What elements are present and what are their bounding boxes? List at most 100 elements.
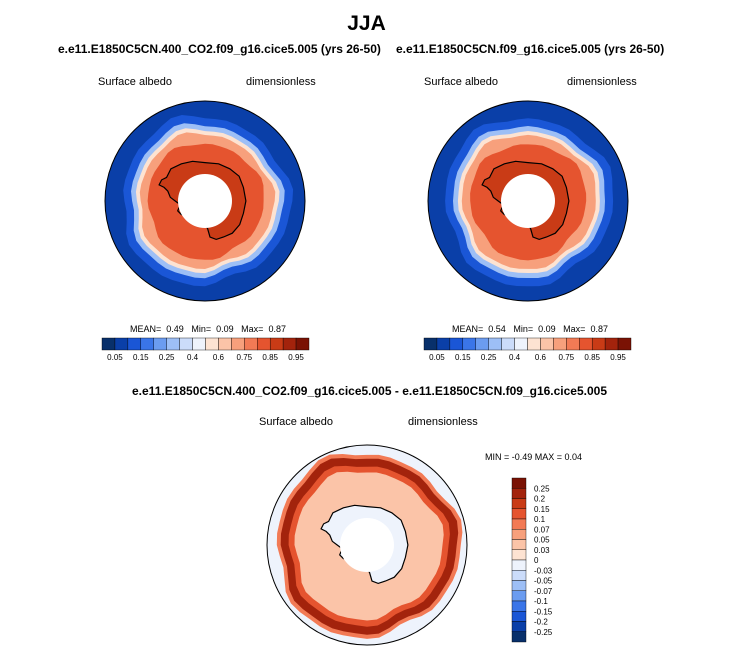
panel1-units-label: dimensionless: [246, 76, 316, 88]
colorbar-swatch: [511, 570, 527, 581]
colorbar-swatch: [127, 337, 142, 351]
panel2-max-value: 0.87: [590, 324, 608, 334]
colorbar-swatch: [295, 337, 310, 351]
panel1-max-label: Max=: [241, 324, 264, 334]
colorbar-swatch: [218, 337, 232, 351]
colorbar-tick-label: 0: [534, 556, 539, 565]
panel2-units-label: dimensionless: [567, 76, 637, 88]
panel1-colorbar: 0.05 0.15 0.25 0.4 0.6 0.75 0.85 0.95: [101, 337, 310, 362]
colorbar-swatch: [462, 337, 476, 351]
colorbar-tick-label: 0.75: [559, 353, 575, 362]
colorbar-tick-label: 0.15: [534, 505, 550, 514]
colorbar-swatch: [205, 337, 219, 351]
panel2-stats: MEAN= 0.54 Min= 0.09 Max= 0.87: [452, 324, 608, 334]
pole-hole: [340, 518, 394, 572]
pole-hole: [501, 174, 555, 228]
colorbar-swatch: [192, 337, 206, 351]
colorbar-swatch: [511, 580, 527, 591]
colorbar-tick-label: 0.95: [610, 353, 626, 362]
colorbar-tick-label: 0.1: [534, 515, 546, 524]
colorbar-tick-label: 0.07: [534, 525, 550, 534]
panel3-colorbar: 0.250.20.150.10.070.050.030-0.03-0.05-0.…: [511, 477, 553, 643]
colorbar-tick-label: 0.15: [455, 353, 471, 362]
colorbar-swatch: [579, 337, 593, 351]
colorbar-tick-label: 0.05: [534, 536, 550, 545]
colorbar-swatch: [511, 539, 527, 550]
panel1-map: [104, 100, 306, 302]
colorbar-swatch: [617, 337, 632, 351]
colorbar-tick-label: 0.25: [159, 353, 175, 362]
panel2-variable-label: Surface albedo: [424, 76, 498, 88]
colorbar-swatch: [114, 337, 129, 351]
colorbar-swatch: [501, 337, 515, 351]
colorbar-swatch: [511, 559, 527, 571]
panel3-title: e.e11.E1850C5CN.400_CO2.f09_g16.cice5.00…: [132, 384, 608, 398]
colorbar-swatch: [449, 337, 464, 351]
panel1-mean-label: MEAN=: [130, 324, 162, 334]
colorbar-tick-label: 0.6: [535, 353, 547, 362]
colorbar-tick-label: -0.07: [534, 587, 553, 596]
colorbar-swatch: [553, 337, 567, 351]
colorbar-tick-label: 0.85: [262, 353, 278, 362]
colorbar-swatch: [514, 337, 528, 351]
colorbar-tick-label: -0.15: [534, 607, 553, 616]
panel3-map: [266, 444, 468, 646]
panel3-units-label: dimensionless: [408, 416, 478, 428]
colorbar-swatch: [257, 337, 271, 351]
colorbar-swatch: [436, 337, 451, 351]
colorbar-swatch: [140, 337, 154, 351]
panel1-mean-value: 0.49: [166, 324, 184, 334]
map-border: [104, 100, 306, 302]
colorbar-tick-label: 0.15: [133, 353, 149, 362]
colorbar-swatch: [488, 337, 502, 351]
panel2-mean-value: 0.54: [488, 324, 506, 334]
colorbar-swatch: [166, 337, 180, 351]
colorbar-tick-label: 0.4: [509, 353, 521, 362]
colorbar-tick-label: 0.4: [187, 353, 199, 362]
colorbar-tick-label: -0.25: [534, 628, 553, 637]
colorbar-swatch: [511, 508, 527, 520]
colorbar-swatch: [511, 611, 527, 622]
colorbar-tick-label: 0.05: [429, 353, 445, 362]
panel2-map: [427, 100, 629, 302]
coastline: [481, 160, 570, 241]
colorbar-swatch: [511, 529, 527, 540]
panel1-stats: MEAN= 0.49 Min= 0.09 Max= 0.87: [130, 324, 286, 334]
colorbar-swatch: [244, 337, 258, 351]
panel3-variable-label: Surface albedo: [259, 416, 333, 428]
coastline: [320, 504, 409, 585]
colorbar-tick-label: 0.85: [584, 353, 600, 362]
colorbar-swatch: [179, 337, 193, 351]
colorbar-swatch: [511, 631, 527, 643]
colorbar-swatch: [511, 549, 527, 561]
panel2-title: e.e11.E1850C5CN.f09_g16.cice5.005 (yrs 2…: [396, 42, 665, 56]
coastline: [158, 160, 247, 241]
colorbar-swatch: [269, 337, 284, 351]
colorbar-tick-label: 0.25: [534, 484, 550, 493]
colorbar-tick-label: -0.1: [534, 597, 548, 606]
colorbar-swatch: [527, 337, 541, 351]
colorbar-swatch: [604, 337, 619, 351]
panel3-minmax: MIN = -0.49 MAX = 0.04: [485, 452, 583, 462]
panel2-max-label: Max=: [563, 324, 586, 334]
colorbar-swatch: [511, 477, 527, 489]
colorbar-swatch: [511, 621, 527, 632]
panel2-colorbar: 0.05 0.15 0.25 0.4 0.6 0.75 0.85 0.95: [423, 337, 632, 362]
panel1-max-value: 0.87: [268, 324, 286, 334]
colorbar-tick-label: -0.03: [534, 566, 553, 575]
pole-hole: [178, 174, 232, 228]
panel1-title: e.e11.E1850C5CN.400_CO2.f09_g16.cice5.00…: [58, 42, 381, 56]
figure-title: JJA: [347, 12, 386, 35]
map-border: [266, 444, 468, 646]
colorbar-tick-label: 0.95: [288, 353, 304, 362]
map-border: [427, 100, 629, 302]
colorbar-swatch: [101, 337, 116, 351]
colorbar-swatch: [153, 337, 167, 351]
colorbar-swatch: [511, 590, 527, 602]
colorbar-swatch: [511, 600, 527, 612]
colorbar-tick-label: 0.05: [107, 353, 123, 362]
panel2-min-label: Min=: [513, 324, 534, 334]
colorbar-swatch: [591, 337, 606, 351]
colorbar-swatch: [282, 337, 297, 351]
colorbar-swatch: [475, 337, 489, 351]
